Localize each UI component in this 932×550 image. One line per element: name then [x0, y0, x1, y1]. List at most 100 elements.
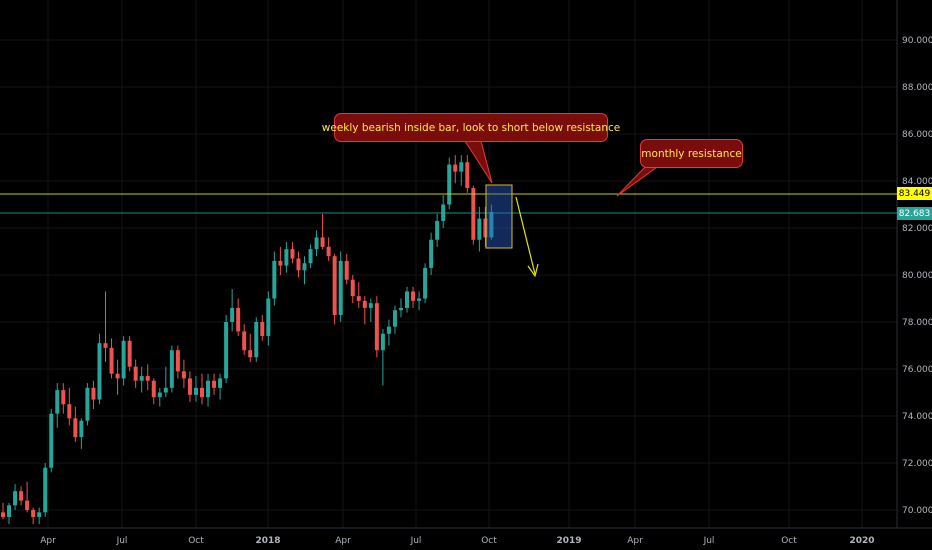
- candle-body: [350, 279, 355, 297]
- candle: [157, 387, 162, 407]
- candle-body: [115, 373, 120, 379]
- candle: [314, 230, 319, 257]
- candle: [489, 204, 494, 240]
- candle: [7, 502, 12, 525]
- candle-body: [187, 378, 192, 395]
- candle-body: [133, 366, 138, 381]
- x-tick-label: Jul: [703, 536, 715, 546]
- y-tick-label: 90.000: [902, 36, 932, 46]
- time-axis[interactable]: Apr Jul Oct 2018 Apr Jul Oct 2019 Apr Jul Oct 2020: [40, 536, 874, 546]
- candle: [326, 237, 331, 261]
- candle-body: [248, 350, 253, 358]
- candle-body: [97, 343, 102, 400]
- candle-body: [157, 392, 162, 398]
- candle-body: [127, 340, 132, 367]
- candle: [19, 486, 24, 506]
- candle: [85, 383, 90, 426]
- candle: [224, 314, 229, 384]
- candle: [477, 206, 482, 252]
- candle: [193, 376, 198, 402]
- candle: [483, 206, 488, 247]
- candle: [91, 380, 96, 409]
- candle: [368, 298, 373, 322]
- candle: [121, 336, 126, 386]
- annotation-callout-monthly-resistance[interactable]: monthly resistance: [640, 139, 743, 168]
- candle-body: [13, 491, 18, 506]
- candle: [435, 213, 440, 247]
- y-tick-label: 88.000: [902, 83, 932, 93]
- inside-bar-highlight-box[interactable]: [485, 184, 513, 249]
- candle-body: [344, 260, 349, 280]
- candle: [405, 286, 410, 313]
- candle-body: [19, 491, 24, 501]
- candle-body: [242, 331, 247, 351]
- candle-body: [314, 237, 319, 250]
- candle-body: [459, 162, 464, 172]
- x-tick-label: Jul: [116, 536, 128, 546]
- candle: [218, 373, 223, 400]
- candle: [139, 366, 144, 393]
- candle-body: [356, 296, 361, 301]
- candle-body: [181, 371, 186, 379]
- candle-body: [465, 162, 470, 189]
- y-tick-label: 70.000: [902, 506, 932, 516]
- candle-body: [471, 188, 476, 240]
- candle: [429, 232, 434, 275]
- x-tick-label: 2020: [849, 536, 874, 546]
- candle-body: [224, 322, 229, 379]
- candlestick-series: [1, 155, 494, 525]
- candle: [423, 263, 428, 304]
- candle: [37, 507, 42, 525]
- y-tick-label: 84.000: [902, 177, 932, 187]
- candle-body: [374, 303, 379, 351]
- x-tick-label: Oct: [781, 536, 797, 546]
- candle-body: [61, 390, 66, 405]
- candle-body: [489, 211, 494, 238]
- candle: [284, 242, 289, 273]
- candle-body: [284, 249, 289, 266]
- candle: [338, 251, 343, 322]
- candle: [272, 251, 277, 306]
- candle: [163, 366, 168, 398]
- grid-lines: [0, 0, 897, 528]
- candle-body: [447, 164, 452, 205]
- candle: [206, 373, 211, 407]
- candle: [73, 406, 78, 442]
- resistance-price-label: 83.449: [898, 188, 931, 199]
- candle: [392, 305, 397, 334]
- price-axis[interactable]: 70.000 72.000 74.000 76.000 78.000 80.000 82.0…: [902, 36, 932, 516]
- x-tick-label: Jul: [410, 536, 422, 546]
- candle: [302, 256, 307, 285]
- candle-body: [266, 298, 271, 337]
- candle: [356, 282, 361, 308]
- candle: [344, 253, 349, 285]
- candle: [25, 481, 30, 513]
- candle-body: [212, 380, 217, 388]
- candle: [254, 317, 259, 362]
- short-arrow[interactable]: [515, 196, 539, 278]
- x-tick-label: Apr: [627, 536, 643, 546]
- candle: [145, 364, 150, 391]
- candle: [97, 333, 102, 405]
- candle-body: [175, 350, 180, 372]
- candle-body: [483, 218, 488, 238]
- candle: [278, 246, 283, 275]
- candle-body: [272, 260, 277, 299]
- candle-body: [236, 307, 241, 332]
- candle-body: [477, 218, 482, 240]
- candle-body: [169, 350, 174, 388]
- candle-body: [145, 376, 150, 381]
- annotation-callout-inside-bar[interactable]: weekly bearish inside bar, look to short…: [322, 113, 620, 142]
- candle-body: [308, 249, 313, 264]
- y-tick-label: 74.000: [902, 412, 932, 422]
- annotation-text-monthly-resistance: monthly resistance: [641, 147, 742, 160]
- candle-body: [121, 340, 126, 379]
- candle-body: [260, 322, 265, 337]
- candle: [212, 373, 217, 395]
- candle: [350, 275, 355, 304]
- candle: [248, 333, 253, 362]
- candle-body: [405, 291, 410, 308]
- candle: [242, 324, 247, 355]
- candle: [1, 502, 5, 520]
